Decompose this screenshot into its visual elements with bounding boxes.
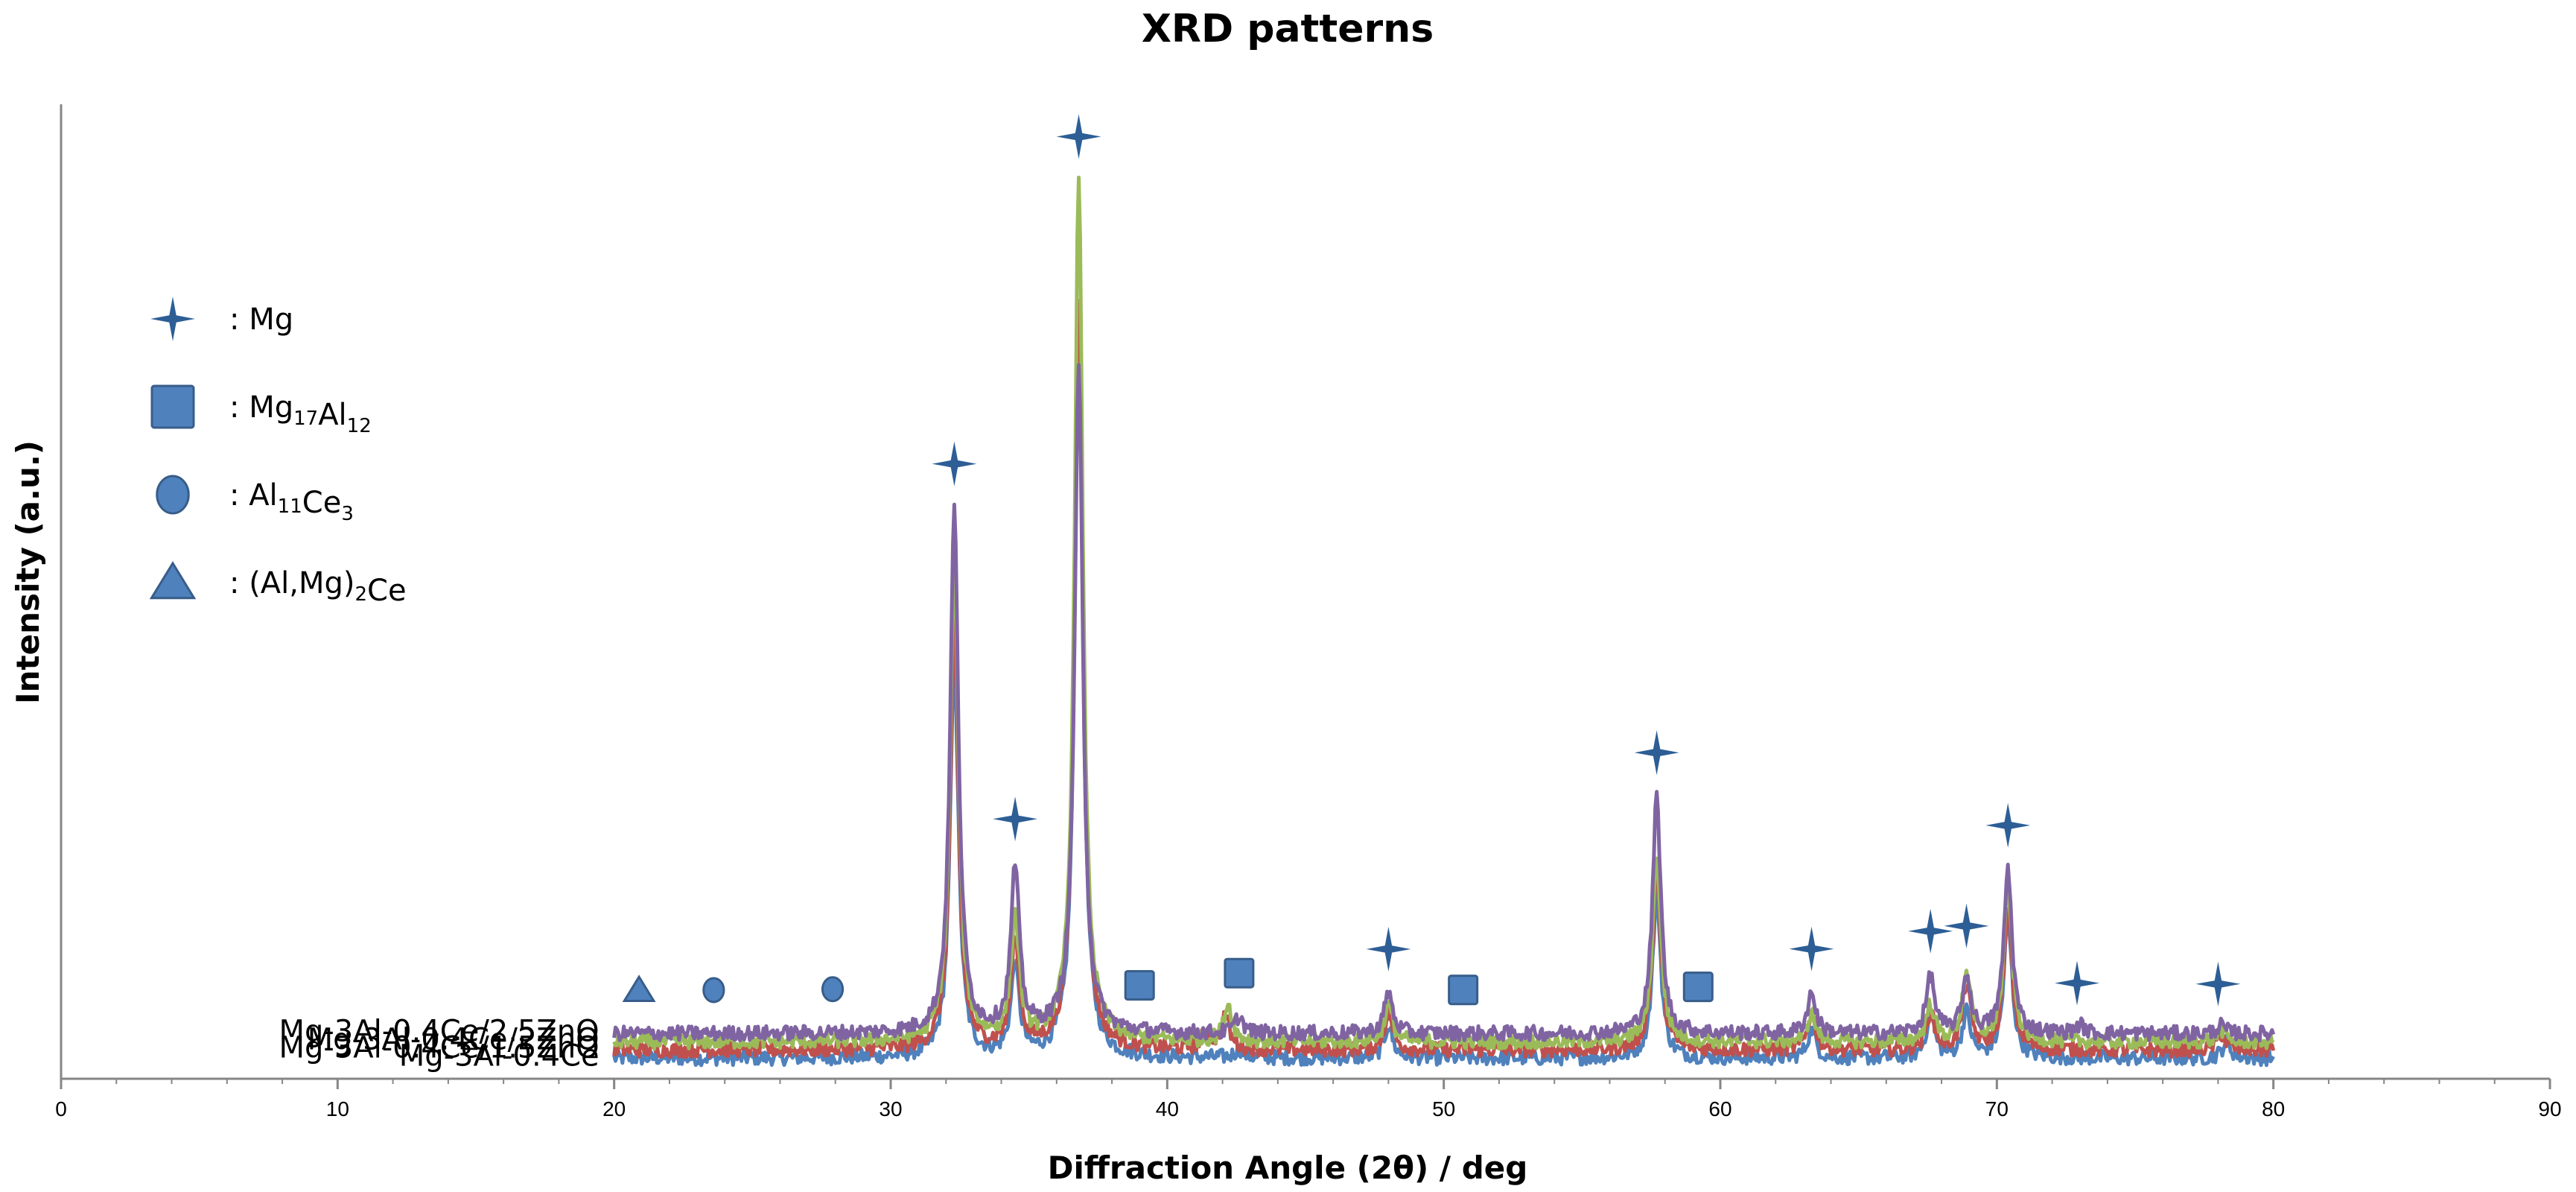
series-line [612, 175, 2275, 1051]
x-tick-label: 10 [326, 1097, 349, 1120]
series-label: Mg-3Al-0.4Ce/2ZnO [308, 1023, 600, 1057]
square-peak-marker [1124, 970, 1155, 1001]
series-line [612, 331, 2275, 1068]
series-line [612, 299, 2276, 1059]
square-legend-icon [150, 384, 195, 429]
peak-markers [622, 114, 2241, 1006]
x-tick-label: 50 [1432, 1097, 1455, 1120]
y-axis-label: Intensity (a.u.) [10, 440, 46, 704]
legend-label: : Mg17Al12 [229, 390, 372, 437]
circle-legend-icon [156, 475, 190, 515]
x-tick-label: 70 [1985, 1097, 2009, 1120]
star-peak-marker [1908, 908, 1953, 954]
series-label: Mg-3Al-0.4Ce/2.5ZnO [279, 1015, 599, 1049]
star-peak-marker [2195, 961, 2241, 1006]
legend-label: : Al11Ce3 [229, 478, 354, 525]
x-tick-label: 0 [55, 1097, 67, 1120]
circle-peak-marker [702, 977, 725, 1004]
series-labels: Mg-3Al-0.4Ce/2.5ZnOMg-3Al-0.4Ce/2ZnOMg-3… [279, 1015, 599, 1074]
star-peak-marker [1944, 903, 1989, 948]
star-peak-marker [932, 441, 977, 486]
star-peak-marker [1634, 730, 1679, 776]
x-tick-label: 40 [1156, 1097, 1179, 1120]
star-peak-marker [2055, 960, 2099, 1006]
x-tick-label: 60 [1708, 1097, 1731, 1120]
x-axis-label: Diffraction Angle (2θ) / deg [1048, 1150, 1528, 1186]
series-label: Mg-3Al-0.4Ce [399, 1039, 600, 1074]
triangle-peak-marker [622, 974, 656, 1003]
star-peak-marker [1366, 927, 1411, 971]
x-tick-label: 20 [602, 1097, 626, 1120]
star-peak-marker [1056, 114, 1101, 159]
legend-label: : Mg [229, 302, 293, 337]
star-peak-marker [1985, 802, 2031, 848]
series-traces [612, 175, 2276, 1068]
x-ticks: 0 10 20 30 40 50 60 70 80 90 [55, 1079, 2562, 1120]
x-tick-label: 80 [2262, 1097, 2285, 1120]
x-tick-label: 90 [2538, 1097, 2561, 1120]
series-line [612, 363, 2276, 1043]
star-peak-marker [1789, 926, 1834, 971]
star-legend-icon [150, 297, 195, 341]
square-peak-marker [1224, 957, 1255, 989]
series-label: Mg-3Al-0.4Ce/1.5ZnO [279, 1031, 599, 1065]
legend-label: : (Al,Mg)2Ce [229, 566, 407, 608]
triangle-legend-icon [149, 561, 197, 600]
chart-title: XRD patterns [1142, 7, 1434, 51]
circle-peak-marker [821, 976, 845, 1003]
square-peak-marker [1448, 974, 1479, 1006]
star-peak-marker [993, 796, 1038, 842]
square-peak-marker [1682, 971, 1714, 1003]
x-tick-label: 30 [879, 1097, 902, 1120]
legend: : Mg : Mg17Al12 : Al11Ce3 : (Al,Mg)2Ce [149, 297, 407, 608]
